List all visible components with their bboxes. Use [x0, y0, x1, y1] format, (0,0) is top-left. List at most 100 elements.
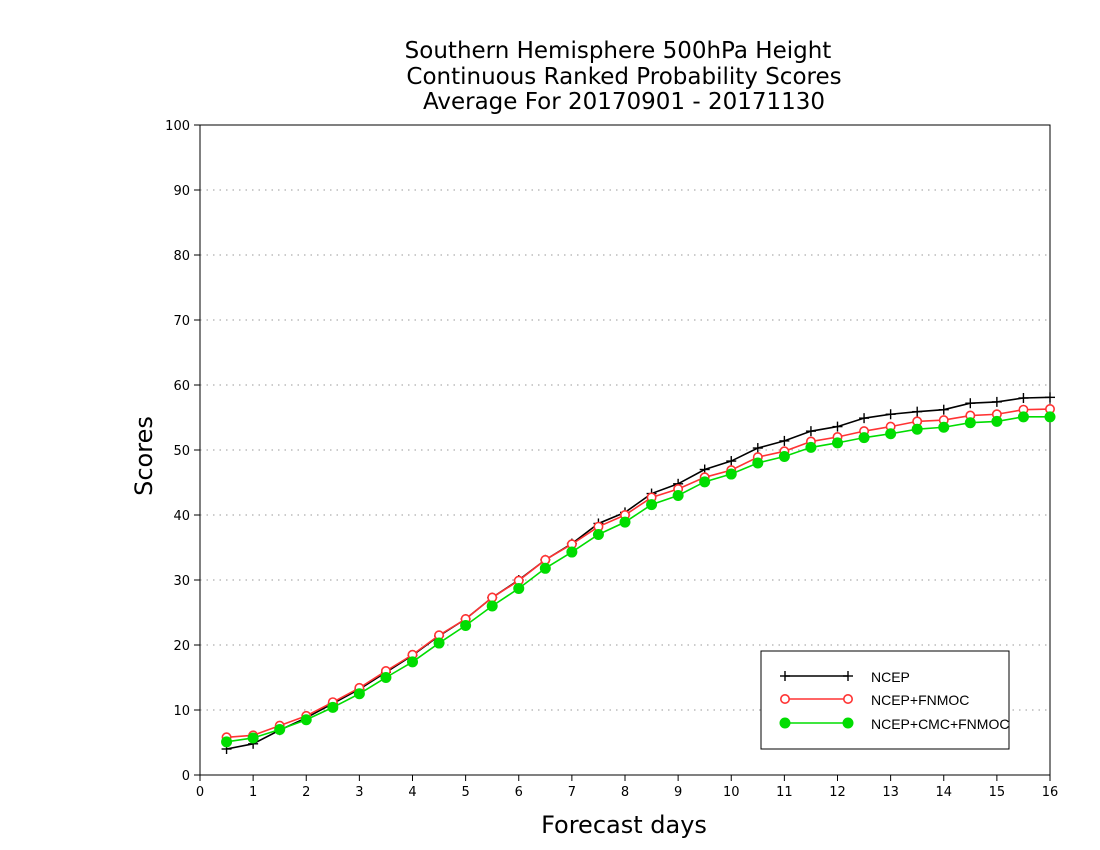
x-tick-label-1: 1 [249, 785, 257, 800]
chart-title-line-3: Average For 20170901 - 20171130 [423, 89, 825, 115]
legend-box [760, 650, 1010, 750]
series-0-point-29 [991, 396, 1002, 407]
y-tick-label-60: 60 [173, 379, 190, 394]
chart-title-line-2: Continuous Ranked Probability Scores [406, 64, 841, 90]
x-tick-label-0: 0 [196, 785, 204, 800]
series-2-point-27 [938, 421, 950, 433]
series-0-point-26 [912, 406, 923, 417]
series-0-point-31 [1045, 392, 1055, 403]
legend-sample-0 [780, 671, 853, 681]
series-2-point-12 [539, 562, 551, 574]
legend-marker-right-0 [843, 671, 853, 681]
series-2-point-6 [380, 672, 392, 683]
x-tick-label-7: 7 [568, 785, 576, 800]
x-tick-label-13: 13 [882, 785, 899, 800]
series-2-point-21 [778, 451, 790, 462]
y-tick-label-70: 70 [173, 314, 190, 329]
y-tick-label-0: 0 [182, 769, 190, 784]
series-2-point-17 [672, 490, 684, 501]
x-tick-label-12: 12 [829, 785, 846, 800]
legend-label-ncep: NCEP [871, 669, 910, 685]
series-2-point-8 [433, 637, 445, 649]
x-tick-label-9: 9 [674, 785, 682, 800]
x-tick-label-3: 3 [355, 785, 363, 800]
y-tick-label-100: 100 [165, 119, 190, 134]
series-lines [221, 392, 1056, 754]
series-2-point-28 [964, 417, 976, 429]
legend-label-ncep-cmc-fnmoc: NCEP+CMC+FNMOC [871, 716, 1009, 732]
series-2-point-24 [858, 432, 870, 444]
y-tick-label-10: 10 [173, 704, 190, 719]
series-2-point-2 [274, 724, 286, 735]
series-2-point-3 [300, 714, 312, 726]
series-2-point-18 [699, 476, 711, 488]
series-2-point-30 [1017, 411, 1029, 423]
series-2-point-16 [646, 499, 658, 511]
legend-label-ncep-fnmoc: NCEP+FNMOC [871, 692, 969, 708]
series-2-point-0 [221, 736, 233, 748]
series-0-point-21 [779, 435, 790, 446]
series-2-point-13 [566, 546, 578, 558]
y-tick-label-40: 40 [173, 509, 190, 524]
series-0-point-30 [1018, 393, 1029, 403]
series-2-point-4 [327, 701, 339, 713]
series-0-point-22 [805, 426, 816, 437]
series-2-point-11 [513, 582, 525, 594]
y-tick-label-30: 30 [173, 574, 190, 589]
legend-entry-ncep-fnmoc: NCEP+FNMOC [779, 692, 969, 708]
series-0-point-19 [726, 456, 737, 467]
series-0-point-25 [885, 409, 896, 420]
legend-marker-left-1 [779, 693, 790, 704]
series-1-point-10 [487, 592, 498, 603]
x-tick-label-16: 16 [1042, 785, 1059, 800]
series-0-point-28 [965, 398, 976, 409]
legend-sample-1 [779, 693, 853, 704]
y-axis-label: Scores [130, 416, 158, 496]
series-2-point-10 [486, 600, 498, 612]
series-2-point-7 [407, 656, 418, 668]
legend-sample-2 [779, 717, 854, 729]
series-0-point-23 [832, 421, 843, 432]
x-tick-label-2: 2 [302, 785, 310, 800]
legend-entry-ncep: NCEP [780, 669, 910, 685]
series-2-point-29 [991, 415, 1003, 427]
legend-marker-right-1 [842, 693, 853, 704]
series-2-point-19 [725, 468, 737, 480]
legend-marker-left-2 [779, 717, 791, 729]
x-tick-label-8: 8 [621, 785, 629, 800]
series-2-point-31 [1044, 411, 1056, 423]
legend: NCEP NCEP+FNMOC NCEP+CMC+FNMOC [760, 650, 1010, 750]
x-tick-label-15: 15 [989, 785, 1006, 800]
series-0-point-27 [938, 404, 949, 415]
x-tick-label-6: 6 [515, 785, 523, 800]
y-tick-label-90: 90 [173, 184, 190, 199]
series-2-point-26 [911, 423, 923, 435]
legend-marker-right-2 [842, 717, 854, 729]
series-2-point-5 [353, 688, 365, 700]
series-2-point-15 [619, 516, 631, 528]
legend-entry-ncep-cmc-fnmoc: NCEP+CMC+FNMOC [779, 716, 1009, 732]
x-tick-label-14: 14 [935, 785, 952, 800]
chart-title-line-1: Southern Hemisphere 500hPa Height [405, 38, 832, 64]
x-axis-label: Forecast days [541, 811, 707, 839]
y-tick-label-80: 80 [173, 249, 190, 264]
y-tick-label-20: 20 [173, 639, 190, 654]
y-tick-label-50: 50 [173, 444, 190, 459]
series-0-point-20 [752, 443, 763, 454]
series-2-point-25 [885, 428, 897, 440]
series-2-point-14 [592, 529, 604, 540]
x-tick-label-4: 4 [408, 785, 416, 800]
series-2 [221, 411, 1056, 748]
legend-marker-left-0 [780, 671, 790, 681]
x-tick-label-10: 10 [723, 785, 740, 800]
series-2-point-1 [247, 732, 259, 744]
x-tick-label-5: 5 [461, 785, 469, 800]
series-0-point-24 [859, 413, 870, 424]
x-tick-label-11: 11 [776, 785, 793, 800]
series-2-point-9 [460, 620, 472, 631]
series-2-point-20 [752, 457, 764, 469]
series-2-point-22 [805, 441, 817, 453]
series-1-point-12 [540, 554, 551, 565]
